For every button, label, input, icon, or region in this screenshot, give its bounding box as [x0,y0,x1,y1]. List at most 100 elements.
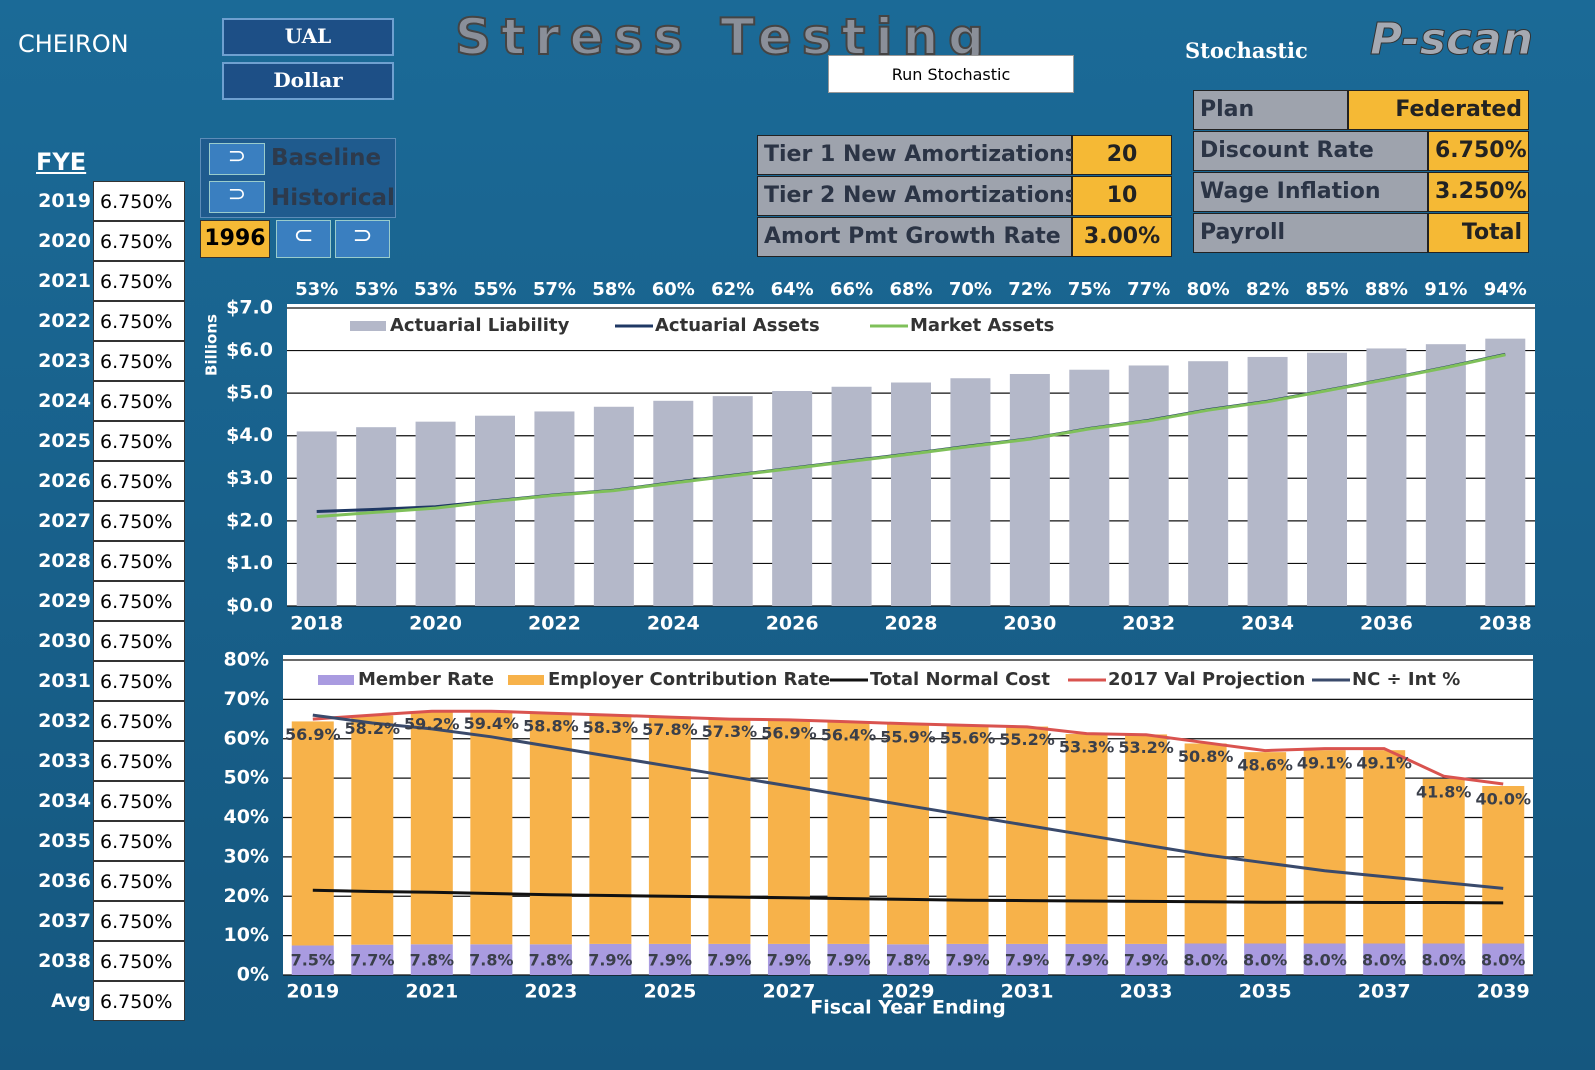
line [312,888,1504,905]
bar [291,945,334,975]
fye-rate: 6.750% [93,301,185,341]
bar [1363,943,1406,975]
funded-ratio-label: 58% [592,279,635,300]
bar [291,721,334,946]
legend-label: Market Assets [910,315,1054,336]
value-label: 55.2% [999,730,1055,749]
fye-rate: 6.750% [93,341,185,381]
amort-value: 20 [1072,135,1172,175]
fye-year: 2031 [38,670,91,692]
bar [1303,943,1346,975]
value-label: 8.0% [1243,951,1287,970]
value-label: 8.0% [1481,951,1525,970]
legend-label: Actuarial Assets [655,315,820,336]
funded-ratio-label: 85% [1305,279,1348,300]
ual-button[interactable]: UAL [222,18,394,56]
value-label: 49.1% [1356,754,1412,773]
x-tick-label: 2020 [409,613,462,635]
amort-value: 3.00% [1072,217,1172,257]
value-label: 55.9% [880,728,936,747]
historical-radio[interactable]: ⊃ [209,181,265,213]
run-stochastic-button[interactable]: Run Stochastic [828,55,1074,93]
plan-label: Plan [1193,90,1348,130]
bar [1065,943,1108,975]
value-label: 49.1% [1297,754,1353,773]
funded-ratio-label: 70% [949,279,992,300]
amort-label: Amort Pmt Growth Rate [757,217,1072,257]
bar [410,944,453,975]
y-tick-label: $6.0 [226,339,273,361]
value-label: 7.9% [767,951,811,970]
brand: P-scan [1369,14,1534,66]
bar [1247,356,1288,606]
fye-rate: 6.750% [93,901,185,941]
plan-table: Plan Federated Discount Rate 6.750% Wage Inf… [1193,90,1529,253]
prev-button[interactable]: ⊂ [276,220,331,258]
fye-rate: 6.750% [93,701,185,741]
baseline-radio[interactable]: ⊃ [209,143,265,175]
bar [529,944,572,975]
value-label: 58.3% [583,718,639,737]
x-tick-label: 2021 [405,981,458,1003]
fye-year: 2038 [38,950,91,972]
value-label: 56.9% [761,723,817,742]
funded-ratio-label: 82% [1246,279,1289,300]
value-label: 7.9% [588,951,632,970]
fye-year: 2020 [38,230,91,252]
funded-ratio-label: 72% [1008,279,1051,300]
line [312,709,1504,786]
next-button[interactable]: ⊃ [335,220,390,258]
bar [887,944,929,975]
x-tick-label: 2019 [286,981,339,1003]
scenario-panel: ⊃ Baseline ⊃ Historical [200,138,396,218]
fye-year: 2028 [38,550,91,572]
funded-ratio-label: 88% [1365,279,1408,300]
legend-swatch [318,675,354,685]
funded-ratio-label: 62% [711,279,754,300]
bar [534,411,575,606]
bar [653,400,694,606]
x-tick-label: 2030 [1003,613,1056,635]
fye-rate: 6.750% [93,381,185,421]
value-label: 56.9% [285,725,341,744]
bar [351,715,394,945]
value-label: 8.0% [1362,951,1406,970]
value-label: 41.8% [1416,782,1472,801]
bar [1184,943,1227,975]
bar [1303,750,1346,944]
y-tick-label: 80% [224,649,269,671]
bar [593,406,634,606]
bar [891,382,931,606]
value-label: 59.4% [464,714,520,733]
legend-label: Member Rate [358,669,494,690]
value-label: 57.3% [702,722,758,741]
value-label: 7.8% [410,951,454,970]
value-label: 7.8% [469,951,513,970]
bar [1009,373,1050,606]
bar [470,710,513,945]
bar [589,714,632,944]
legend-label: 2017 Val Projection [1108,669,1305,690]
x-tick-label: 2036 [1360,613,1413,635]
line [312,713,1504,890]
funded-ratio-label: 91% [1424,279,1467,300]
x-tick-label: 2024 [647,613,700,635]
y-tick-label: $4.0 [226,424,273,446]
dollar-button[interactable]: Dollar [222,62,394,100]
bar [1422,778,1465,944]
plan-value: 3.250% [1428,172,1529,212]
plan-label: Payroll [1193,213,1428,253]
year-input[interactable]: 1996 [200,220,270,258]
fye-year: 2032 [38,710,91,732]
fye-rate: 6.750% [93,981,185,1021]
bar [1125,943,1168,975]
value-label: 58.8% [523,716,579,735]
bar [1069,369,1110,606]
x-tick-label: 2029 [882,981,935,1003]
fye-rate: 6.750% [93,941,185,981]
fye-year: 2030 [38,630,91,652]
x-tick-label: 2032 [1122,613,1175,635]
bar [1422,943,1465,975]
scenario-option: Historical [271,185,395,211]
